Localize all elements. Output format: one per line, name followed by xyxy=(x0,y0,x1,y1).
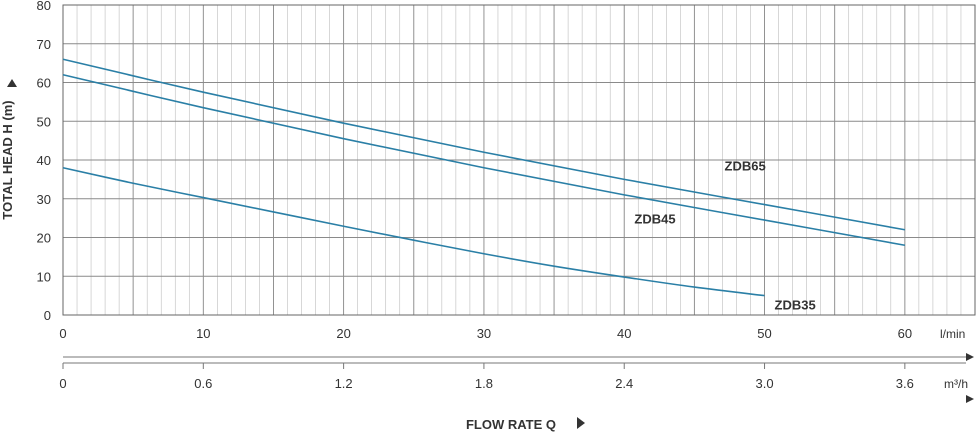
x-tick-label-m3h: 2.4 xyxy=(615,376,633,391)
x-tick-label-m3h: 3.0 xyxy=(755,376,773,391)
y-axis-arrow-icon xyxy=(7,79,17,87)
series-line-zdb45 xyxy=(62,73,905,247)
x-unit-lmin: l/min xyxy=(940,327,965,341)
x-tick-label-lmin: 60 xyxy=(898,326,912,341)
x-unit-m3h: m³/h xyxy=(944,377,968,391)
plot-frame xyxy=(62,4,976,316)
x-tick-label-lmin: 50 xyxy=(757,326,771,341)
series-layer xyxy=(62,58,905,297)
x-tick-label-lmin: 40 xyxy=(617,326,631,341)
y-tick-label: 80 xyxy=(37,0,51,13)
x-tick-label-m3h: 1.8 xyxy=(475,376,493,391)
y-axis-title: TOTAL HEAD H (m) xyxy=(0,100,15,219)
series-line-zdb65 xyxy=(62,58,905,231)
x-unit-m3h-arrow-icon xyxy=(966,395,974,403)
x-tick-label-lmin: 10 xyxy=(196,326,210,341)
y-tick-label: 10 xyxy=(37,269,51,284)
series-label-zdb65: ZDB65 xyxy=(725,159,766,174)
x-axis-arrow-icon xyxy=(577,417,585,429)
series-label-zdb35: ZDB35 xyxy=(775,298,816,313)
x-tick-label-m3h: 1.2 xyxy=(335,376,353,391)
y-tick-label: 60 xyxy=(37,76,51,91)
y-tick-labels: 0 10 20 30 40 50 60 70 80 xyxy=(37,0,51,323)
x-tick-label-lmin: 30 xyxy=(477,326,491,341)
y-tick-label: 40 xyxy=(37,153,51,168)
x-tick-label-lmin: 20 xyxy=(336,326,350,341)
x-axis-title: FLOW RATE Q xyxy=(466,417,556,432)
x-tick-labels: 0 10 20 30 40 50 60 xyxy=(59,326,912,341)
y-tick-label: 0 xyxy=(44,308,51,323)
x-tick-label-m3h: 0 xyxy=(59,376,66,391)
y-tick-label: 20 xyxy=(37,231,51,246)
series-line-zdb35 xyxy=(62,166,765,297)
y-tick-label: 70 xyxy=(37,37,51,52)
y-tick-label: 50 xyxy=(37,114,51,129)
series-label-zdb45: ZDB45 xyxy=(634,211,675,226)
x-tick-label-lmin: 0 xyxy=(59,326,66,341)
grid-major xyxy=(62,4,976,316)
second-x-axis: 0 0.6 1.2 1.8 2.4 3.0 3.6 xyxy=(59,356,966,391)
x-unit-lmin-arrow-icon xyxy=(966,353,974,361)
series-labels: ZDB65 ZDB45 ZDB35 xyxy=(634,159,815,313)
x-tick-label-m3h: 3.6 xyxy=(896,376,914,391)
x-tick-label-m3h: 0.6 xyxy=(194,376,212,391)
y-tick-label: 30 xyxy=(37,192,51,207)
